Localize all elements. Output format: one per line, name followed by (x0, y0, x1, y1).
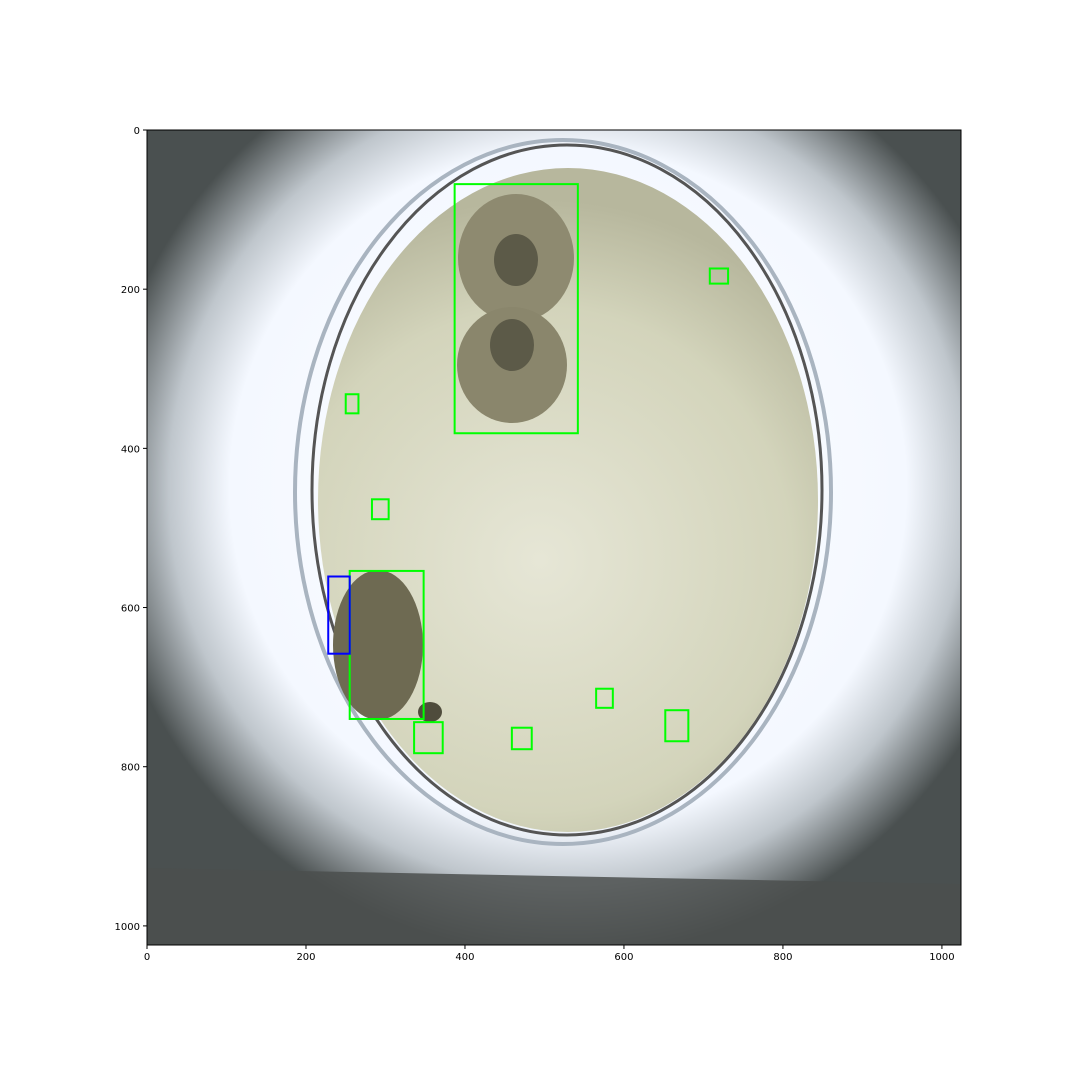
y-tick-label: 1000 (115, 922, 140, 933)
y-tick-label: 0 (134, 126, 140, 137)
y-tick-label: 400 (121, 444, 140, 455)
x-tick-label: 600 (614, 952, 633, 963)
plot-frame (146, 129, 962, 946)
bounding-box (327, 575, 351, 655)
image (147, 130, 961, 945)
bounding-box (664, 709, 690, 743)
bounding-box (413, 721, 444, 755)
bounding-box (510, 726, 533, 751)
x-tick-label: 200 (296, 952, 315, 963)
bounding-box (708, 267, 730, 285)
bounding-box (595, 687, 614, 709)
bounding-box (370, 498, 390, 521)
x-tick-label: 800 (773, 952, 792, 963)
x-tick-label: 0 (144, 952, 150, 963)
x-tick-label: 1000 (929, 952, 954, 963)
x-tick-label: 400 (455, 952, 474, 963)
bounding-box (453, 183, 579, 435)
y-tick-label: 600 (121, 604, 140, 615)
bounding-box (344, 393, 360, 415)
y-tick-label: 200 (121, 285, 140, 296)
y-tick-label: 800 (121, 763, 140, 774)
